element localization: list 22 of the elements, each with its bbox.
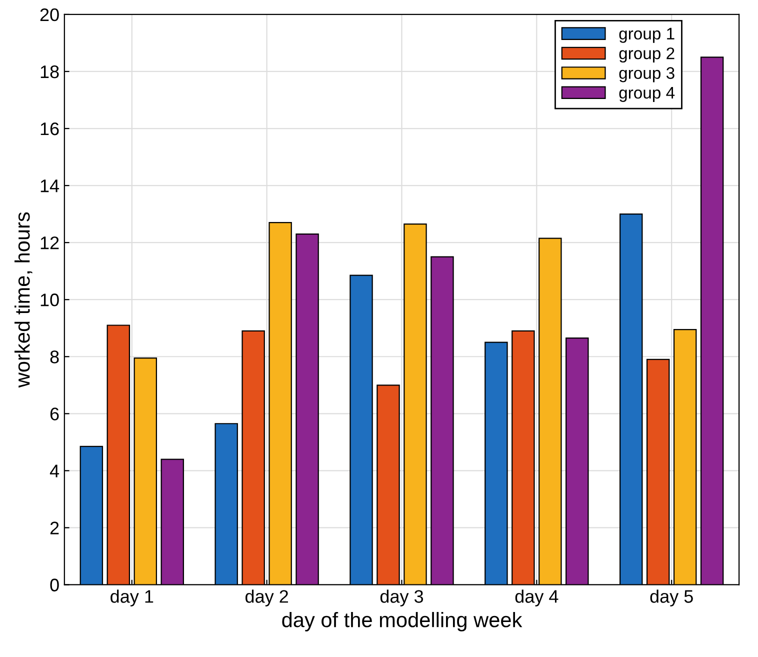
- y-tick-label: 0: [50, 578, 59, 592]
- legend-label: group 4: [619, 87, 675, 102]
- x-axis-title: day of the modelling week: [282, 612, 522, 632]
- y-tick-label: 2: [50, 522, 59, 534]
- legend-label: group 3: [619, 67, 674, 82]
- x-tick-label: day 5: [650, 590, 693, 606]
- y-tick-label: 20: [40, 8, 59, 22]
- y-tick-label: 18: [40, 65, 59, 78]
- y-tick-label: 16: [40, 122, 59, 136]
- y-tick-label: 8: [50, 350, 59, 364]
- y-tick-label: 12: [40, 236, 59, 250]
- legend-label: group 1: [619, 28, 674, 43]
- legend-label: group 2: [619, 47, 674, 63]
- x-tick-label: day 4: [515, 590, 558, 606]
- y-tick-label: 14: [40, 180, 60, 192]
- y-tick-label: 6: [50, 408, 59, 420]
- x-tick-label: day 1: [110, 590, 154, 606]
- x-tick-label: day 3: [380, 590, 424, 606]
- y-tick-label: 4: [50, 464, 60, 478]
- y-axis-title: worked time, hours: [14, 212, 32, 388]
- x-tick-label: day 2: [245, 590, 288, 606]
- y-tick-label: 10: [40, 294, 59, 306]
